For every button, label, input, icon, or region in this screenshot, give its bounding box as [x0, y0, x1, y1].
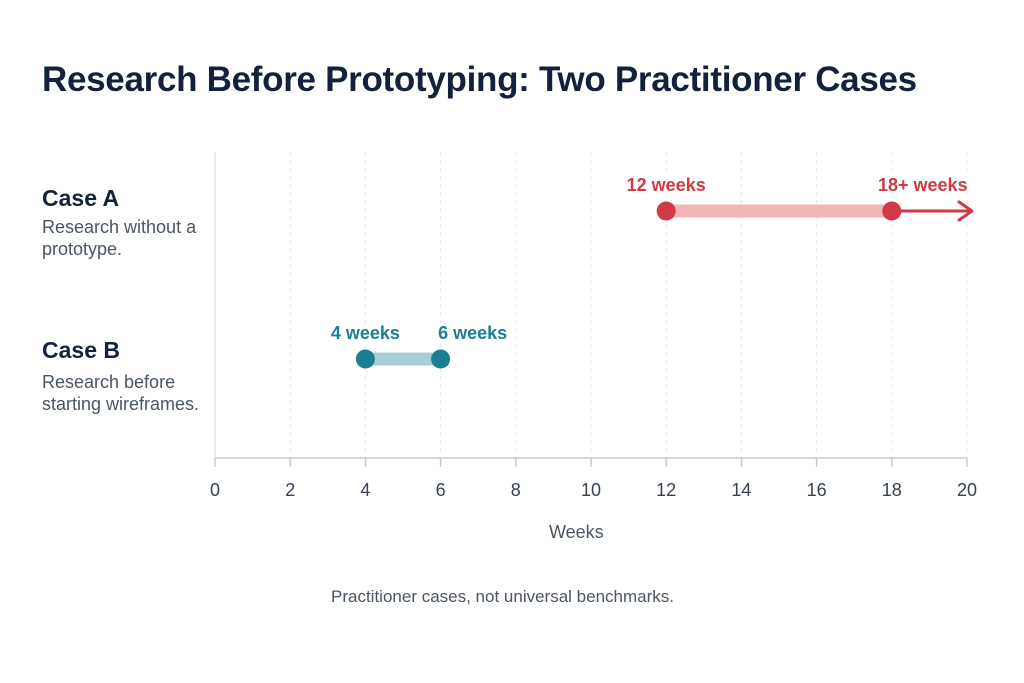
- x-tick-label: 2: [285, 480, 295, 500]
- x-tick-label: 6: [436, 480, 446, 500]
- case-b-description: Research before starting wireframes.: [42, 372, 200, 414]
- case-b-start-label: 4 weeks: [331, 323, 400, 343]
- x-tick-label: 20: [957, 480, 977, 500]
- x-tick-label: 12: [656, 480, 676, 500]
- x-axis-label: Weeks: [549, 522, 604, 542]
- footnote: Practitioner cases, not universal benchm…: [331, 587, 674, 606]
- case-b-start-point: [355, 349, 375, 369]
- x-tick-label: 18: [882, 480, 902, 500]
- case-a-end-point: [882, 201, 902, 221]
- case-a-description: Research without a prototype.: [42, 217, 197, 259]
- x-tick-label: 8: [511, 480, 521, 500]
- case-a-start-label: 12 weeks: [627, 175, 706, 195]
- x-tick-label: 0: [210, 480, 220, 500]
- case-a-arrow-icon: [957, 200, 974, 222]
- case-b-end-label: 6 weeks: [438, 323, 507, 343]
- case-b-end-point: [431, 349, 451, 369]
- chart-title: Research Before Prototyping: Two Practit…: [42, 60, 917, 99]
- x-tick-label: 4: [360, 480, 370, 500]
- x-tick-label: 16: [807, 480, 827, 500]
- x-tick-label: 10: [581, 480, 601, 500]
- case-a-label: Case A: [42, 185, 120, 211]
- x-tick-label: 14: [731, 480, 751, 500]
- case-a-end-label: 18+ weeks: [878, 175, 968, 195]
- case-a-start-point: [656, 201, 676, 221]
- case-b-label: Case B: [42, 337, 120, 363]
